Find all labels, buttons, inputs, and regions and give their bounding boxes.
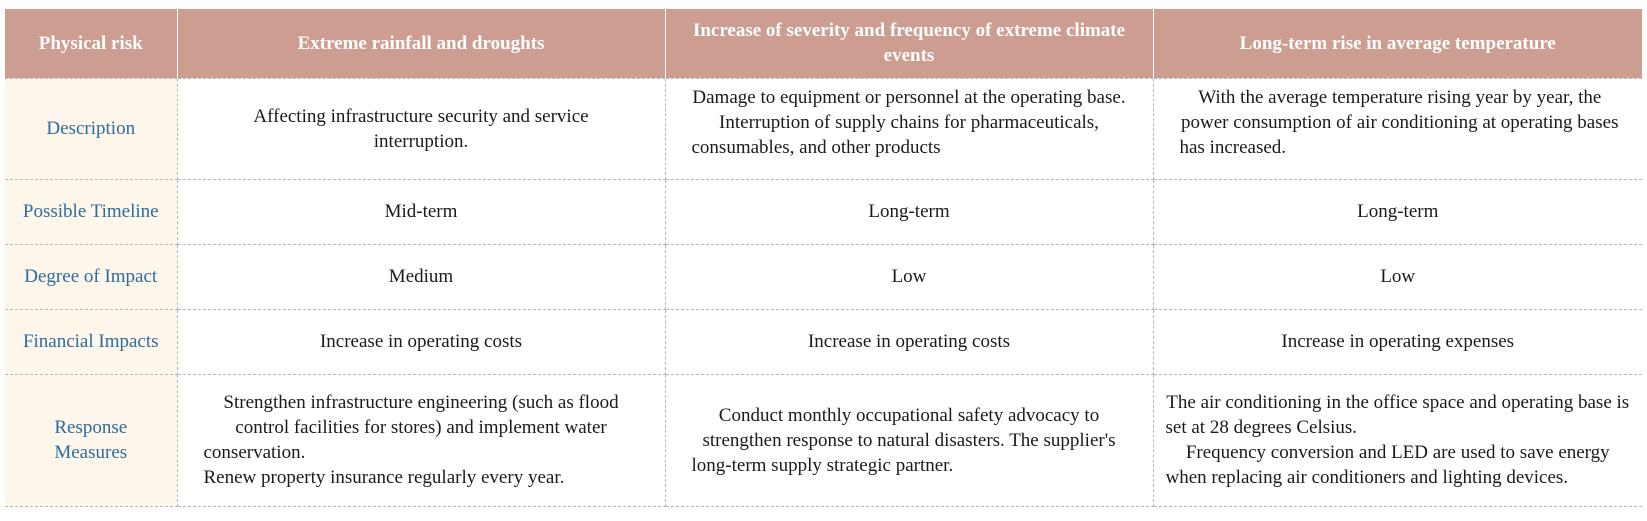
cell-timeline-rainfall: Mid-term (176, 178, 666, 245)
table-row-description: Description Affecting infrastructure sec… (5, 77, 1642, 180)
header-extreme-events: Increase of severity and frequency of ex… (664, 9, 1153, 78)
physical-risk-table: Physical risk Extreme rainfall and droug… (5, 9, 1642, 507)
row-label-impact: Degree of Impact (5, 243, 178, 310)
table-row-impact: Degree of Impact Medium Low Low (5, 243, 1642, 310)
cell-financial-extreme-events: Increase in operating costs (664, 308, 1154, 375)
cell-description-rainfall: Affecting infrastructure security and se… (176, 77, 666, 180)
header-physical-risk: Physical risk (5, 9, 177, 78)
cell-financial-rainfall: Increase in operating costs (176, 308, 666, 375)
response-temperature-p1: The air conditioning in the office space… (1165, 392, 1630, 438)
table-row-financial: Financial Impacts Increase in operating … (5, 308, 1642, 375)
cell-timeline-temperature: Long-term (1152, 178, 1642, 245)
row-label-description: Description (5, 77, 178, 180)
response-rainfall-p1: Strengthen infrastructure engineering (s… (203, 392, 619, 463)
header-temperature-rise: Long-term rise in average temperature (1152, 9, 1642, 78)
row-label-financial: Financial Impacts (5, 308, 178, 375)
row-label-timeline: Possible Timeline (5, 178, 178, 245)
cell-impact-temperature: Low (1152, 243, 1642, 310)
cell-response-extreme-events: Conduct monthly occupational safety advo… (664, 373, 1154, 507)
cell-financial-temperature: Increase in operating expenses (1152, 308, 1642, 375)
header-extreme-rainfall: Extreme rainfall and droughts (176, 9, 665, 78)
cell-response-temperature: The air conditioning in the office space… (1152, 373, 1642, 507)
row-label-response: Response Measures (5, 373, 178, 507)
cell-description-temperature: With the average temperature rising year… (1152, 77, 1642, 180)
table-row-timeline: Possible Timeline Mid-term Long-term Lon… (5, 178, 1642, 245)
cell-impact-rainfall: Medium (176, 243, 666, 310)
response-rainfall-p2: Renew property insurance regularly every… (203, 467, 565, 488)
header-row: Physical risk Extreme rainfall and droug… (5, 9, 1642, 78)
cell-impact-extreme-events: Low (664, 243, 1154, 310)
cell-response-rainfall: Strengthen infrastructure engineering (s… (176, 373, 666, 507)
cell-description-extreme-events: Damage to equipment or personnel at the … (664, 77, 1154, 180)
cell-timeline-extreme-events: Long-term (664, 178, 1154, 245)
table-row-response: Response Measures Strengthen infrastruct… (5, 373, 1642, 507)
response-temperature-p2: Frequency conversion and LED are used to… (1165, 442, 1610, 488)
